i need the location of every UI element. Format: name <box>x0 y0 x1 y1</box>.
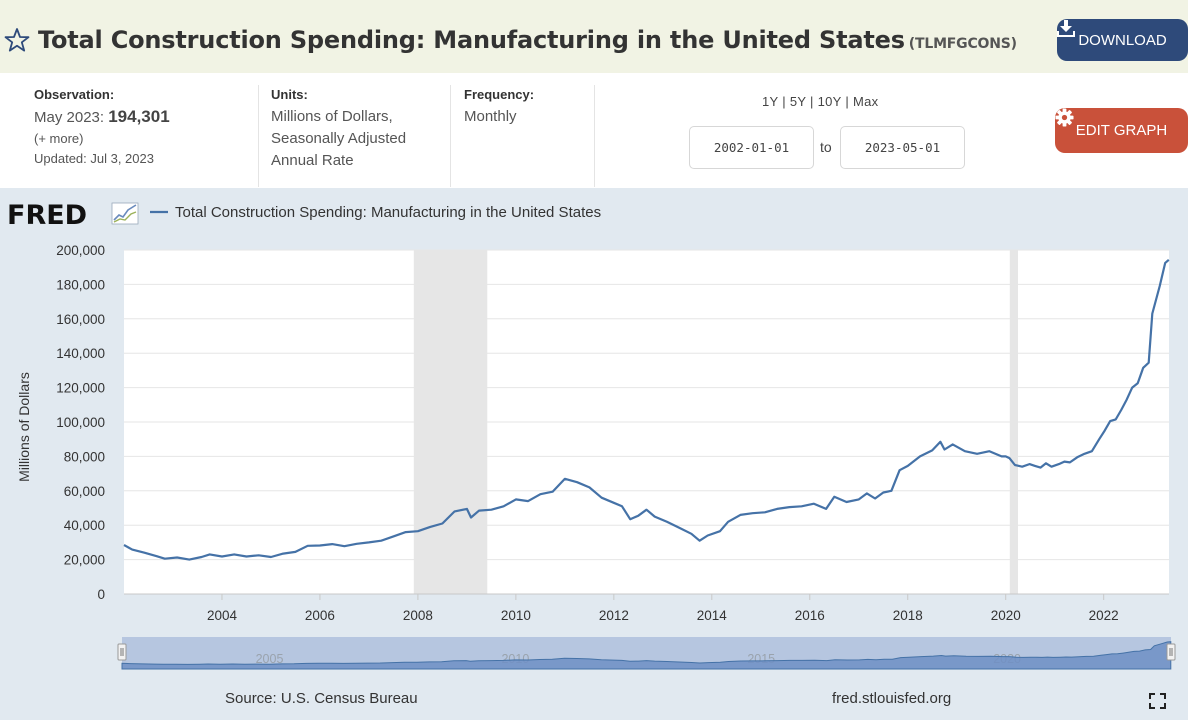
edit-graph-button[interactable]: EDIT GRAPH <box>1055 108 1188 153</box>
x-tick-label: 2020 <box>991 608 1021 623</box>
range-selector: 1Y | 5Y | 10Y | Max <box>762 94 878 109</box>
x-tick-label: 2004 <box>207 608 238 623</box>
x-tick-label: 2008 <box>403 608 433 623</box>
y-tick-label: 100,000 <box>56 415 105 430</box>
page-title: Total Construction Spending: Manufacturi… <box>38 26 1017 54</box>
range-separator: | <box>782 94 786 109</box>
range-1y-button[interactable]: 1Y <box>762 94 779 109</box>
source-label: Source: U.S. Census Bureau <box>225 690 418 707</box>
download-label: DOWNLOAD <box>1078 31 1167 49</box>
x-tick-label: 2018 <box>893 608 923 623</box>
download-button[interactable]: DOWNLOAD <box>1057 19 1188 61</box>
navigator-series <box>121 641 1172 670</box>
frequency-block: Frequency: Monthly <box>464 87 534 128</box>
range-5y-button[interactable]: 5Y <box>789 94 807 109</box>
x-tick-label: 2014 <box>697 608 728 623</box>
updated-date: Updated: Jul 3, 2023 <box>34 151 154 166</box>
units-line: Annual Rate <box>271 152 354 169</box>
frequency-label: Frequency: <box>464 87 535 102</box>
fullscreen-icon[interactable] <box>1149 693 1166 709</box>
edit-graph-label: EDIT GRAPH <box>1075 122 1168 139</box>
download-icon <box>1057 20 1075 37</box>
start-date-input[interactable]: 2002-01-01 <box>689 126 814 169</box>
range-10y-button[interactable]: 10Y <box>817 94 842 109</box>
x-tick-label: 2006 <box>305 608 335 623</box>
series-line[interactable] <box>123 258 1170 561</box>
observation-block: Observation: May 2023: 194,301 (+ more) … <box>34 87 170 169</box>
series-code: (TLMFGCONS) <box>908 36 1017 52</box>
divider <box>594 85 595 187</box>
units-block: Units: Millions of Dollars, Seasonally A… <box>271 87 406 172</box>
to-label: to <box>820 139 832 155</box>
fred-logo-chart-icon <box>111 202 139 225</box>
site-link[interactable]: fred.stlouisfed.org <box>832 690 951 707</box>
x-tick-label: 2012 <box>599 608 629 623</box>
observation-value: 194,301 <box>108 107 170 126</box>
y-tick-label: 180,000 <box>56 277 105 292</box>
units-line: Seasonally Adjusted <box>271 130 407 147</box>
star-icon[interactable] <box>4 27 30 53</box>
navigator-handle[interactable] <box>117 643 127 661</box>
navigator-tick-label: 2005 <box>256 652 284 666</box>
x-tick-label: 2010 <box>501 608 531 623</box>
y-tick-label: 60,000 <box>64 484 105 499</box>
divider <box>450 85 451 187</box>
navigator-handle[interactable] <box>1166 643 1176 661</box>
y-tick-label: 0 <box>97 587 105 602</box>
range-max-button[interactable]: Max <box>852 94 879 109</box>
divider <box>258 85 259 187</box>
observation-label: Observation: <box>34 87 115 102</box>
x-tick-label: 2022 <box>1089 608 1119 623</box>
legend-label: Total Construction Spending: Manufacturi… <box>175 204 601 221</box>
frequency-value: Monthly <box>464 108 517 125</box>
observation-date: May 2023: <box>34 109 105 126</box>
units-label: Units: <box>271 87 308 102</box>
gear-icon <box>1055 108 1074 127</box>
y-tick-label: 200,000 <box>56 243 105 258</box>
x-tick-label: 2016 <box>795 608 825 623</box>
units-line: Millions of Dollars, <box>271 108 393 125</box>
y-tick-label: 160,000 <box>56 312 105 327</box>
y-tick-label: 120,000 <box>56 381 105 396</box>
y-tick-label: 80,000 <box>64 449 105 464</box>
end-date-input[interactable]: 2023-05-01 <box>840 126 965 169</box>
range-separator: | <box>810 94 814 109</box>
y-axis-label: Millions of Dollars <box>16 372 32 482</box>
more-observations-link[interactable]: (+ more) <box>34 131 84 146</box>
page-header: Total Construction Spending: Manufacturi… <box>0 0 1188 73</box>
series-title: Total Construction Spending: Manufacturi… <box>38 26 905 54</box>
fred-logo: FRED <box>7 200 87 231</box>
range-separator: | <box>845 94 850 109</box>
series-metadata: Observation: May 2023: 194,301 (+ more) … <box>0 73 1188 188</box>
y-tick-label: 140,000 <box>56 346 105 361</box>
y-tick-label: 40,000 <box>64 518 105 533</box>
y-tick-label: 20,000 <box>64 553 105 568</box>
